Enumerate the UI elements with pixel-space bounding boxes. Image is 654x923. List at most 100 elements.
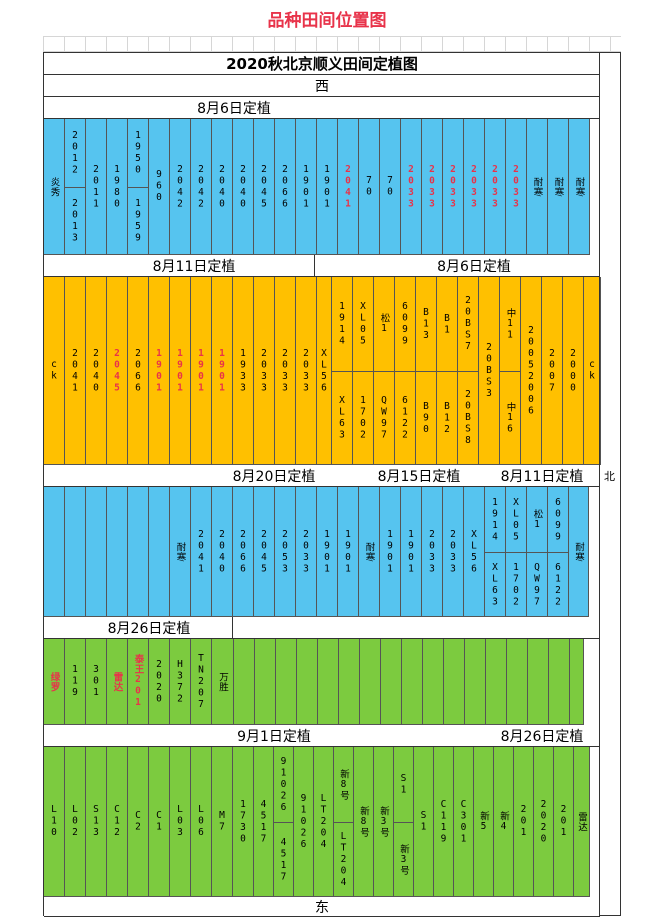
cell-bottom: 中16	[500, 371, 520, 465]
variety-cell: ck	[584, 277, 601, 465]
variety-cell: C119	[434, 747, 454, 897]
cell-bottom: 2013	[65, 187, 85, 255]
cell-text: 新8号	[358, 805, 369, 838]
variety-cell: S1	[414, 747, 434, 897]
variety-cell: 6099 6122	[548, 487, 569, 617]
variety-cell: 2042	[170, 119, 191, 255]
band-row: 8月6日定植	[44, 97, 600, 119]
variety-cell: XL56	[464, 487, 485, 617]
variety-cell: 2033	[254, 277, 275, 465]
variety-cell	[86, 487, 107, 617]
cell-text: 2011	[90, 163, 102, 210]
variety-cell: 2033	[464, 119, 485, 255]
cell-text: 2040	[216, 528, 228, 575]
cell-text: 1901	[321, 163, 333, 210]
cell-text: L06	[195, 804, 207, 839]
cell-text: 2020	[538, 798, 549, 845]
cell-bottom: LT204	[334, 822, 353, 897]
cell-text: 6122	[399, 395, 411, 441]
cell-text: M7	[216, 810, 228, 833]
variety-cell: 1914 XL63	[485, 487, 506, 617]
cell-text: 1901	[321, 528, 333, 575]
cell-text: 2033	[426, 528, 438, 575]
cell-bottom: 1702	[353, 371, 373, 465]
variety-cell: 2045	[107, 277, 128, 465]
cell-text: S1	[418, 810, 429, 833]
empty-green-cell	[381, 639, 402, 725]
column-ruler	[43, 36, 621, 52]
ruler-tick	[379, 37, 380, 52]
ruler-tick	[589, 37, 590, 52]
variety-cell: 2053	[275, 487, 296, 617]
ruler-tick	[547, 37, 548, 52]
variety-cell: 2045	[254, 487, 275, 617]
band-row: 8月20日定植 8月15日定植 8月11日定植	[44, 465, 600, 487]
cell-text: 耐寒	[531, 176, 543, 197]
cell-text: L03	[174, 804, 186, 839]
ruler-tick	[85, 37, 86, 52]
cell-text: 1959	[132, 198, 144, 244]
variety-cell: 2033	[443, 487, 464, 617]
variety-cell	[128, 487, 149, 617]
variety-cell: 1730	[233, 747, 254, 897]
variety-cell: 70	[359, 119, 380, 255]
ruler-tick	[463, 37, 464, 52]
cell-text: H372	[174, 658, 186, 705]
cell-text: 2033	[489, 163, 501, 210]
cell-text: 耐寒	[363, 541, 375, 562]
cell-text: 新3号	[398, 843, 409, 876]
band-row: 8月11日定植 8月6日定植	[44, 255, 600, 277]
cell-top: 20BS7	[458, 277, 478, 372]
cell-text: 1950	[132, 130, 144, 176]
cell-text: 119	[69, 664, 81, 699]
cell-text: 1933	[237, 347, 249, 394]
cell-text: QW97	[378, 395, 390, 441]
variety-cell: 2033	[422, 119, 443, 255]
variety-cell: 松1 QW97	[374, 277, 395, 465]
ruler-tick	[148, 37, 149, 52]
cell-top: XL05	[353, 277, 373, 372]
cell-bottom: 6122	[395, 371, 415, 465]
ruler-tick	[127, 37, 128, 52]
variety-cell: L03	[170, 747, 191, 897]
ruler-tick	[316, 37, 317, 52]
variety-cell: 绿罗	[44, 639, 65, 725]
cell-top: B1	[437, 277, 457, 372]
variety-cell: 2040	[233, 119, 254, 255]
cell-text: 960	[153, 169, 165, 204]
cell-text: 201	[558, 804, 569, 839]
variety-cell: H372	[170, 639, 191, 725]
cell-text: 泰王201	[132, 654, 144, 709]
variety-cell	[149, 487, 170, 617]
cell-text: LT204	[338, 830, 349, 889]
variety-cell: 201	[514, 747, 534, 897]
variety-cell: 耐寒	[569, 487, 589, 617]
ruler-tick	[610, 37, 611, 52]
cell-text: 2066	[237, 528, 249, 575]
ruler-tick	[232, 37, 233, 52]
cell-text: B1	[441, 312, 453, 336]
cell-top: XL05	[506, 487, 526, 553]
variety-cell: 1901	[380, 487, 401, 617]
variety-cell: 2066	[233, 487, 254, 617]
cell-text: 2042	[174, 163, 186, 210]
variety-cell: B1 B12	[437, 277, 458, 465]
variety-cell: TN207	[191, 639, 212, 725]
variety-cell: 中11 中16	[500, 277, 521, 465]
cell-text: 20052006	[525, 324, 537, 417]
cell-text: 6099	[552, 496, 564, 543]
band-row: 东	[44, 897, 600, 917]
variety-cell: 耐寒	[359, 487, 380, 617]
cell-text: 1901	[300, 163, 312, 210]
section1-header: 8月6日定植	[197, 100, 271, 117]
cell-text: 70	[384, 175, 396, 198]
cell-top: 91026	[274, 747, 293, 823]
cell-text: 1702	[357, 395, 369, 441]
ruler-tick	[211, 37, 212, 52]
cell-text: 4517	[278, 836, 289, 883]
cell-text: XL56	[468, 528, 480, 575]
sheet-title: 2020秋北京顺义田间定植图	[226, 55, 418, 73]
cell-text: 新8号	[338, 768, 349, 801]
cell-text: 1901	[216, 347, 228, 394]
variety-cell: 1901	[191, 277, 212, 465]
